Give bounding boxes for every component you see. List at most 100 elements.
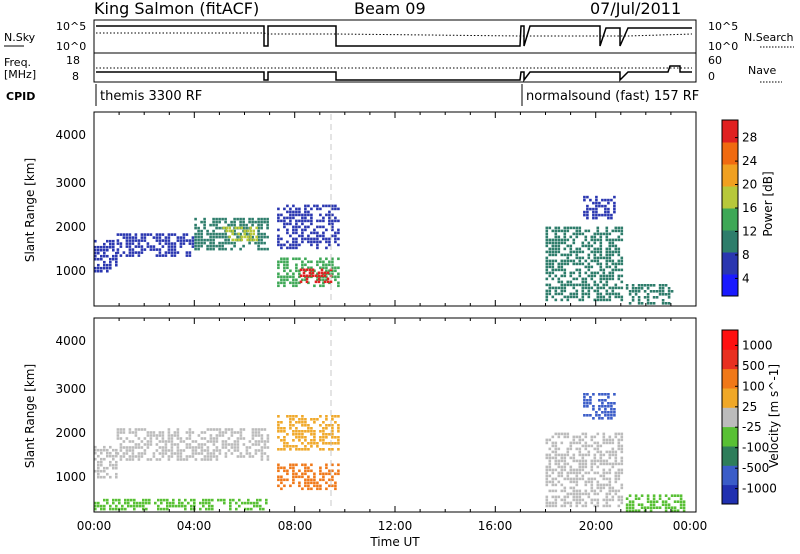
power-echo-cell — [173, 254, 177, 257]
velocity-echo-cell — [209, 428, 213, 431]
power-echo-cell — [109, 257, 112, 261]
power-echo-cell — [188, 251, 192, 254]
power-echo-cell — [548, 274, 552, 278]
velocity-ytick-label: 2000 — [55, 426, 86, 440]
velocity-echo-cell — [280, 487, 283, 491]
velocity-echo-cell — [310, 445, 313, 448]
velocity-echo-cell — [593, 504, 597, 508]
velocity-echo-cell — [286, 445, 289, 448]
power-echo-cell — [305, 274, 309, 278]
velocity-echo-cell — [100, 448, 103, 452]
velocity-echo-cell — [551, 435, 555, 439]
power-echo-cell — [554, 238, 558, 242]
power-echo-cell — [560, 262, 564, 266]
velocity-echo-cell — [634, 509, 638, 512]
power-echo-cell — [593, 253, 597, 257]
velocity-echo-cell — [160, 498, 163, 502]
power-echo-cell — [586, 216, 589, 220]
power-echo-cell — [106, 266, 109, 270]
power-echo-cell — [334, 278, 337, 282]
velocity-echo-cell — [263, 440, 267, 443]
power-echo-cell — [587, 241, 591, 245]
power-echo-cell — [605, 247, 609, 251]
velocity-echo-cell — [224, 455, 228, 458]
power-echo-cell — [620, 229, 624, 233]
velocity-echo-cell — [545, 441, 549, 445]
power-echo-cell — [221, 247, 224, 251]
velocity-echo-cell — [286, 469, 289, 473]
power-echo-cell — [228, 226, 231, 230]
time-tick-label: 00:00 — [673, 519, 708, 533]
velocity-echo-cell — [277, 424, 280, 427]
velocity-echo-cell — [578, 450, 582, 454]
power-echo-cell — [593, 259, 597, 263]
velocity-echo-cell — [601, 405, 604, 408]
power-echo-cell — [221, 235, 224, 239]
velocity-echo-cell — [277, 469, 280, 473]
power-echo-cell — [225, 229, 228, 233]
velocity-echo-cell — [601, 417, 604, 420]
velocity-echo-cell — [298, 484, 301, 488]
power-echo-cell — [605, 274, 609, 278]
power-echo-cell — [194, 226, 197, 230]
velocity-echo-cell — [121, 507, 124, 511]
velocity-echo-cell — [628, 500, 632, 503]
velocity-echo-cell — [601, 399, 604, 402]
velocity-echo-cell — [292, 469, 295, 473]
velocity-echo-cell — [604, 408, 607, 411]
velocity-echo-cell — [212, 452, 216, 455]
velocity-echo-cell — [611, 450, 615, 454]
velocity-echo-cell — [212, 437, 216, 440]
power-echo-cell — [228, 235, 231, 239]
velocity-echo-cell — [149, 443, 153, 446]
velocity-echo-cell — [608, 483, 612, 487]
velocity-echo-cell — [289, 421, 292, 424]
velocity-echo-cell — [601, 411, 604, 414]
power-echo-cell — [599, 286, 603, 290]
power-echo-cell — [283, 216, 286, 220]
velocity-echo-cell — [149, 440, 153, 443]
velocity-echo-cell — [554, 459, 558, 463]
velocity-echo-cell — [205, 507, 208, 511]
velocity-echo-cell — [266, 437, 270, 440]
velocity-echo-cell — [199, 507, 202, 511]
power-echo-cell — [316, 243, 319, 247]
power-echo-cell — [317, 277, 321, 281]
power-echo-cell — [637, 299, 641, 302]
power-echo-cell — [292, 281, 295, 285]
power-echo-cell — [185, 233, 189, 236]
velocity-echo-cell — [551, 489, 555, 493]
velocity-echo-cell — [307, 448, 310, 451]
power-echo-cell — [602, 295, 606, 299]
velocity-echo-cell — [617, 447, 621, 451]
power-echo-cell — [158, 254, 162, 257]
velocity-echo-cell — [319, 466, 322, 470]
power-echo-cell — [158, 242, 162, 245]
power-echo-cell — [545, 298, 549, 302]
power-echo-cell — [545, 259, 549, 263]
power-echo-cell — [215, 235, 218, 239]
velocity-echo-cell — [199, 501, 202, 505]
power-echo-cell — [289, 281, 292, 285]
power-echo-cell — [128, 236, 132, 239]
velocity-echo-cell — [596, 504, 600, 508]
power-echo-cell — [608, 238, 612, 242]
power-echo-cell — [280, 213, 283, 217]
power-echo-cell — [572, 271, 576, 275]
power-echo-cell — [581, 262, 585, 266]
velocity-echo-cell — [328, 433, 331, 436]
power-echo-cell — [620, 280, 624, 284]
velocity-echo-cell — [319, 436, 322, 439]
nsearch-series-line — [96, 32, 693, 37]
velocity-echo-cell — [161, 446, 165, 449]
power-echo-cell — [575, 253, 579, 257]
velocity-echo-cell — [197, 443, 201, 446]
velocity-echo-cell — [188, 431, 192, 434]
freq-tick-top: 18 — [66, 54, 80, 67]
power-echo-cell — [225, 226, 228, 230]
power-echo-cell — [302, 274, 306, 278]
velocity-echo-cell — [155, 443, 159, 446]
power-echo-cell — [206, 244, 209, 248]
power-echo-cell — [604, 213, 607, 217]
power-echo-cell — [584, 235, 588, 239]
